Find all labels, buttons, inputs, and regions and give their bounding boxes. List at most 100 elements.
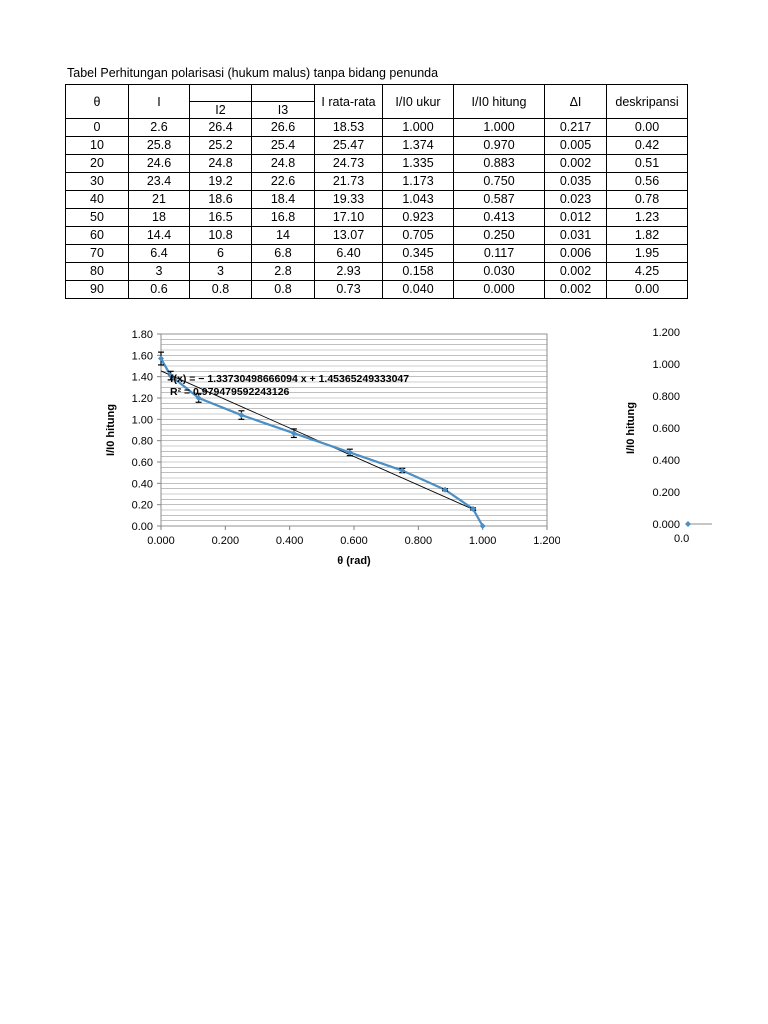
cell-hitung: 0.750 bbox=[453, 172, 545, 191]
cell-rata: 0.73 bbox=[314, 280, 383, 299]
cell-hitung: 0.030 bbox=[453, 262, 545, 281]
cell-i2: 25.2 bbox=[189, 136, 252, 155]
table-row: 60 14.4 10.8 14 13.07 0.705 0.250 0.031 1.82 bbox=[65, 226, 688, 245]
table-body: 0 2.6 26.4 26.6 18.53 1.000 1.000 0.217 0.00 10 25… bbox=[65, 118, 688, 299]
cell-i1: 3 bbox=[128, 262, 190, 281]
cell-i2: 3 bbox=[189, 262, 252, 281]
trendline-equation: f(x) = − 1.33730498666094 x + 1.45365249… bbox=[170, 373, 409, 385]
cell-ukur: 1.335 bbox=[382, 154, 454, 173]
cell-deskripansi: 1.23 bbox=[606, 208, 688, 227]
table-row: 20 24.6 24.8 24.8 24.73 1.335 0.883 0.002 0.51 bbox=[65, 154, 688, 173]
cell-i2: 0.8 bbox=[189, 280, 252, 299]
cell-i2: 26.4 bbox=[189, 118, 252, 137]
cell-rata: 24.73 bbox=[314, 154, 383, 173]
side-data-point bbox=[685, 521, 691, 527]
cell-rata: 6.40 bbox=[314, 244, 383, 263]
table-row: 80 3 3 2.8 2.93 0.158 0.030 0.002 4.25 bbox=[65, 262, 688, 281]
cell-rata: 2.93 bbox=[314, 262, 383, 281]
cell-delta: 0.023 bbox=[544, 190, 607, 209]
y-tick-label: 1.60 bbox=[132, 350, 153, 362]
y-tick-label: 1.40 bbox=[132, 372, 153, 384]
cell-theta: 60 bbox=[65, 226, 129, 245]
cell-hitung: 0.117 bbox=[453, 244, 545, 263]
data-point bbox=[238, 412, 245, 419]
cell-i1: 23.4 bbox=[128, 172, 190, 191]
cell-i3: 6.8 bbox=[251, 244, 315, 263]
data-point bbox=[167, 372, 174, 379]
header-hitung: I/I0 hitung bbox=[453, 84, 545, 119]
y-tick-label: 1.20 bbox=[132, 393, 153, 405]
header-i3-group bbox=[251, 84, 315, 102]
table-row: 50 18 16.5 16.8 17.10 0.923 0.413 0.012 1.23 bbox=[65, 208, 688, 227]
cell-theta: 40 bbox=[65, 190, 129, 209]
cell-deskripansi: 0.00 bbox=[606, 118, 688, 137]
cell-i2: 16.5 bbox=[189, 208, 252, 227]
cell-i3: 2.8 bbox=[251, 262, 315, 281]
cell-i1: 25.8 bbox=[128, 136, 190, 155]
data-point bbox=[158, 355, 164, 362]
cell-hitung: 1.000 bbox=[453, 118, 545, 137]
calculation-table: θ I I rata-rata I/I0 ukur I/I0 hitung ΔI… bbox=[65, 84, 688, 299]
side-x-tick-label: 0.0 bbox=[674, 533, 689, 545]
cell-ukur: 0.923 bbox=[382, 208, 454, 227]
y-tick-label: 0.20 bbox=[132, 500, 153, 512]
cell-hitung: 0.000 bbox=[453, 280, 545, 299]
side-y-tick-label: 0.200 bbox=[652, 487, 680, 499]
cell-deskripansi: 0.56 bbox=[606, 172, 688, 191]
cell-hitung: 0.883 bbox=[453, 154, 545, 173]
cell-hitung: 0.250 bbox=[453, 226, 545, 245]
cell-i3: 14 bbox=[251, 226, 315, 245]
side-y-tick-label: 1.000 bbox=[652, 359, 680, 371]
cell-i3: 18.4 bbox=[251, 190, 315, 209]
cell-rata: 25.47 bbox=[314, 136, 383, 155]
header-ukur: I/I0 ukur bbox=[382, 84, 454, 119]
cell-i3: 26.6 bbox=[251, 118, 315, 137]
main-chart: 0.00 0.20 0.40 0.60 0.80 1.00 1.20 1.40 1.60 1.80… bbox=[105, 329, 560, 567]
cell-deskripansi: 4.25 bbox=[606, 262, 688, 281]
data-point bbox=[399, 467, 406, 474]
cell-theta: 90 bbox=[65, 280, 129, 299]
cell-i1: 2.6 bbox=[128, 118, 190, 137]
y-tick-label: 1.80 bbox=[132, 329, 153, 341]
data-point bbox=[290, 430, 297, 437]
cell-ukur: 0.040 bbox=[382, 280, 454, 299]
cell-deskripansi: 0.78 bbox=[606, 190, 688, 209]
table-title: Tabel Perhitungan polarisasi (hukum malu… bbox=[67, 66, 439, 80]
side-chart: 1.200 1.000 0.800 0.600 0.400 0.200 0.000 0.0 I/… bbox=[625, 327, 712, 545]
cell-deskripansi: 0.51 bbox=[606, 154, 688, 173]
cell-delta: 0.002 bbox=[544, 262, 607, 281]
cell-i1: 0.6 bbox=[128, 280, 190, 299]
cell-delta: 0.002 bbox=[544, 280, 607, 299]
header-deskripansi: deskripansi bbox=[606, 84, 688, 119]
cell-i3: 24.8 bbox=[251, 154, 315, 173]
cell-ukur: 1.374 bbox=[382, 136, 454, 155]
y-tick-label: 0.80 bbox=[132, 436, 153, 448]
cell-rata: 18.53 bbox=[314, 118, 383, 137]
data-point bbox=[479, 523, 486, 529]
cell-deskripansi: 1.82 bbox=[606, 226, 688, 245]
series-line bbox=[160, 357, 484, 527]
side-y-axis-title: I/I0 hitung bbox=[625, 402, 637, 454]
cell-delta: 0.031 bbox=[544, 226, 607, 245]
y-axis-title: I/I0 hitung bbox=[105, 404, 117, 456]
table-row: 40 21 18.6 18.4 19.33 1.043 0.587 0.023 0.78 bbox=[65, 190, 688, 209]
cell-rata: 19.33 bbox=[314, 190, 383, 209]
x-tick-label: 0.200 bbox=[212, 535, 240, 547]
cell-i3: 0.8 bbox=[251, 280, 315, 299]
side-y-tick-label: 0.000 bbox=[652, 519, 680, 531]
table-row: 70 6.4 6 6.8 6.40 0.345 0.117 0.006 1.95 bbox=[65, 244, 688, 263]
cell-delta: 0.217 bbox=[544, 118, 607, 137]
x-tick-label: 1.000 bbox=[469, 535, 497, 547]
cell-theta: 50 bbox=[65, 208, 129, 227]
cell-i3: 22.6 bbox=[251, 172, 315, 191]
y-tick-label: 0.00 bbox=[132, 521, 153, 533]
cell-ukur: 0.705 bbox=[382, 226, 454, 245]
cell-delta: 0.002 bbox=[544, 154, 607, 173]
y-tick-label: 0.60 bbox=[132, 457, 153, 469]
x-axis-title: θ (rad) bbox=[337, 555, 371, 567]
cell-rata: 13.07 bbox=[314, 226, 383, 245]
header-i1: I bbox=[128, 84, 190, 119]
side-y-tick-label: 0.800 bbox=[652, 391, 680, 403]
cell-deskripansi: 1.95 bbox=[606, 244, 688, 263]
cell-ukur: 1.043 bbox=[382, 190, 454, 209]
